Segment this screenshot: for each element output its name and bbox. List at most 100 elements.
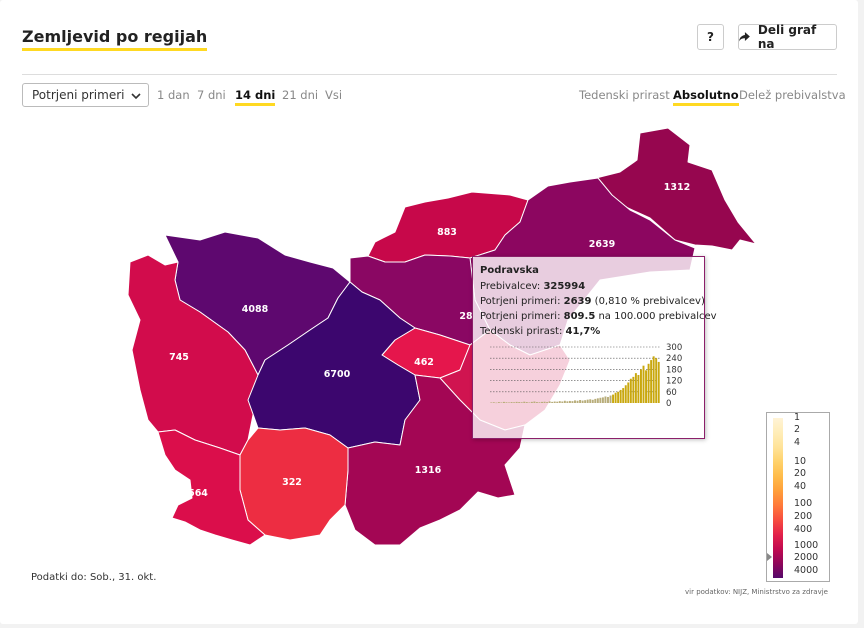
data-date: Podatki do: Sob., 31. okt. bbox=[31, 572, 157, 583]
mini-chart-bar bbox=[632, 376, 635, 403]
mini-chart-bar bbox=[586, 399, 589, 403]
divider bbox=[22, 74, 837, 75]
mini-chart-bar bbox=[553, 401, 556, 403]
mini-chart-tick-label: 60 bbox=[666, 388, 677, 398]
mini-chart-bar bbox=[492, 402, 495, 403]
region-label: 6700 bbox=[324, 369, 351, 380]
mini-chart-bar bbox=[530, 401, 533, 403]
mini-chart-bar bbox=[612, 394, 615, 403]
share-button[interactable]: Deli graf na bbox=[738, 23, 837, 51]
filter-14-days[interactable]: 14 dni bbox=[235, 88, 276, 106]
mini-chart-bar bbox=[604, 396, 607, 403]
legend-gradient-bar bbox=[773, 418, 783, 578]
mode-weekly-growth[interactable]: Tedenski prirast bbox=[579, 88, 670, 102]
mini-chart-bar bbox=[520, 402, 523, 403]
mini-chart-bar bbox=[495, 402, 498, 404]
mini-chart-bar bbox=[568, 400, 571, 403]
region-label: 4088 bbox=[242, 304, 269, 315]
mini-chart-bar bbox=[528, 402, 531, 403]
mini-chart-bar bbox=[629, 378, 632, 403]
legend-label: 40 bbox=[794, 481, 807, 492]
mode-population-share[interactable]: Delež prebivalstva bbox=[739, 88, 846, 102]
region-label: 1312 bbox=[664, 182, 690, 193]
legend-label: 4 bbox=[794, 437, 801, 448]
legend-label: 2000 bbox=[794, 552, 819, 563]
mini-chart-bar bbox=[591, 399, 594, 403]
mini-chart-bar bbox=[576, 400, 579, 403]
legend-pointer-icon bbox=[767, 553, 772, 561]
tooltip-per-100k: Potrjeni primeri: 809.5 na 100.000 prebi… bbox=[480, 311, 717, 322]
mode-absolute[interactable]: Absolutno bbox=[673, 88, 739, 106]
mini-chart-bar bbox=[627, 382, 630, 403]
metric-select[interactable]: Potrjeni primeri bbox=[22, 83, 149, 107]
mini-chart-bar bbox=[571, 401, 574, 403]
mini-chart-bar bbox=[541, 401, 543, 403]
mini-chart-bar bbox=[490, 402, 493, 403]
mini-chart-bar bbox=[566, 401, 569, 403]
chevron-down-icon bbox=[131, 93, 141, 100]
filter-1-day[interactable]: 1 dan bbox=[157, 88, 190, 102]
region-label: 28 bbox=[459, 311, 473, 322]
mini-chart-bar bbox=[551, 401, 554, 403]
mini-chart-bar bbox=[624, 385, 627, 403]
mini-chart-bar bbox=[574, 400, 576, 403]
region-label: 322 bbox=[282, 477, 302, 488]
legend-label: 10 bbox=[794, 456, 807, 467]
mini-chart-bar bbox=[502, 401, 505, 403]
mini-chart-bar bbox=[619, 389, 622, 403]
data-source: vir podatkov: NIJZ, Ministrstvo za zdrav… bbox=[685, 588, 828, 596]
mini-chart-bar bbox=[548, 401, 551, 403]
mini-chart-bar bbox=[609, 395, 612, 403]
legend-label: 20 bbox=[794, 468, 807, 479]
mini-chart-bar bbox=[515, 401, 518, 403]
mini-chart-bar bbox=[584, 400, 587, 403]
mini-chart-bar bbox=[640, 369, 642, 403]
color-legend: 1 2 4 10 20 40 100 200 400 1000 2000 4000 bbox=[766, 412, 830, 582]
help-button[interactable]: ? bbox=[697, 24, 724, 50]
mini-chart-bar bbox=[581, 400, 584, 403]
mini-chart-bar bbox=[655, 358, 658, 403]
region-label: 564 bbox=[188, 488, 208, 499]
share-icon bbox=[739, 32, 750, 42]
mini-chart-bar bbox=[556, 401, 559, 403]
region-label: 2639 bbox=[589, 239, 615, 250]
mini-chart-tick-label: 180 bbox=[666, 365, 682, 375]
mini-chart-bar bbox=[657, 361, 660, 403]
region-obalno-kraska[interactable] bbox=[157, 429, 266, 546]
mini-chart-tick-label: 0 bbox=[666, 399, 671, 409]
mini-chart-bar bbox=[596, 398, 599, 403]
legend-label: 4000 bbox=[794, 565, 819, 576]
mini-chart-bar bbox=[500, 402, 503, 403]
region-label: 462 bbox=[414, 357, 434, 368]
legend-label: 100 bbox=[794, 498, 813, 509]
mini-chart-bar bbox=[510, 402, 513, 403]
metric-select-value: Potrjeni primeri bbox=[32, 88, 125, 102]
mini-chart-bar bbox=[642, 365, 645, 403]
mini-chart-bar bbox=[505, 402, 508, 403]
mini-chart-tick-label: 120 bbox=[666, 377, 682, 387]
mini-chart-bar bbox=[599, 397, 602, 403]
region-label: 745 bbox=[169, 352, 189, 363]
mini-chart-bar bbox=[535, 402, 538, 403]
legend-label: 2 bbox=[794, 424, 801, 435]
mini-chart-bar bbox=[513, 402, 516, 403]
filter-21-days[interactable]: 21 dni bbox=[282, 88, 319, 102]
mini-chart-bar bbox=[607, 397, 609, 403]
region-label: 1316 bbox=[415, 465, 442, 476]
mini-chart-bar bbox=[614, 392, 617, 403]
filter-all[interactable]: Vsi bbox=[325, 88, 343, 102]
mini-chart-bar bbox=[538, 402, 541, 403]
tooltip-population: Prebivalcev: 325994 bbox=[480, 281, 586, 292]
mini-chart-bar bbox=[508, 402, 510, 403]
mini-chart-bar bbox=[634, 373, 637, 403]
mini-chart-bar bbox=[558, 401, 561, 403]
mini-chart-bar bbox=[497, 402, 500, 403]
legend-label: 400 bbox=[794, 524, 813, 535]
tooltip-region-name: Podravska bbox=[480, 265, 539, 276]
mini-chart-tick-label: 300 bbox=[666, 343, 682, 353]
page-title: Zemljevid po regijah bbox=[22, 28, 208, 51]
filter-7-days[interactable]: 7 dni bbox=[197, 88, 226, 102]
